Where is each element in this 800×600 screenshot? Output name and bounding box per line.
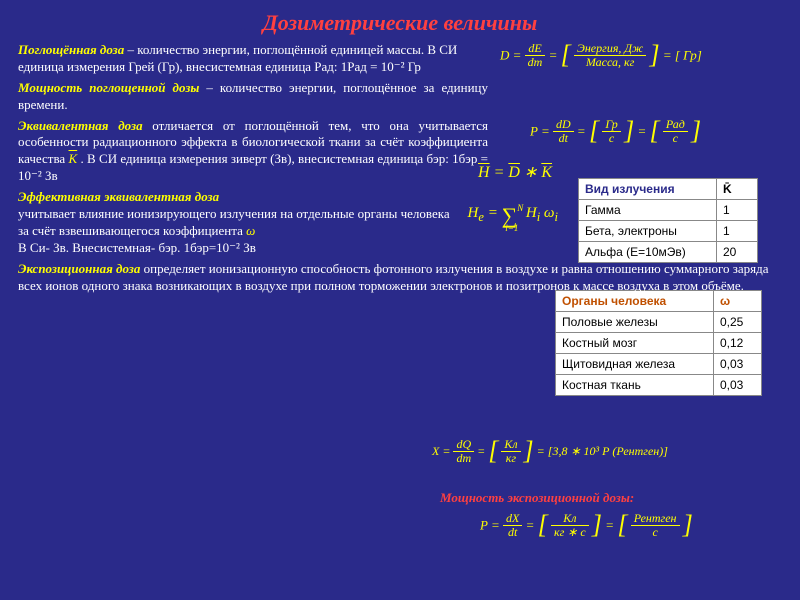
term-exposure: Экспозиционная доза [18, 261, 140, 276]
formula-exposure-dose: X = dQdm = [ Клкг ] = [3,8 ∗ 10³ Р (Рент… [432, 438, 668, 465]
text-effective: учитывает влияние ионизирующего излучени… [18, 206, 450, 238]
table-organs: Органы человекаω Половые железы0,25 Кост… [555, 290, 762, 396]
term-dose-rate: Мощность поглощенной дозы [18, 80, 199, 95]
t1-h2: K̄ [717, 179, 758, 200]
formula-equivalent-dose: H = D ∗ K [478, 162, 552, 182]
t1-r0c0: Гамма [579, 200, 717, 221]
formula-effective-dose: He = ∑Ni=1 Hi ωi [468, 189, 558, 233]
t2-r0c0: Половые железы [556, 312, 714, 333]
formula-exposure-power: P = dXdt = [ Клкг ∗ с ] = [ Рентгенс ] [480, 512, 693, 539]
t2-r2c0: Щитовидная железа [556, 354, 714, 375]
section-equivalent-dose: Эквивалентная доза отличается от поглощё… [18, 118, 488, 186]
term-absorbed: Поглощённая доза [18, 42, 124, 57]
section-dose-rate: Мощность поглощенной дозы – количество э… [18, 80, 488, 114]
t2-r2c1: 0,03 [714, 354, 762, 375]
label-exposure-power: Мощность экспозиционной дозы: [440, 490, 634, 506]
term-effective: Эффективная эквивалентная доза [18, 189, 219, 204]
t2-r3c1: 0,03 [714, 375, 762, 396]
kbar-symbol: K [69, 151, 78, 166]
table-radiation-type: Вид излученияK̄ Гамма1 Бета, электроны1 … [578, 178, 758, 263]
t1-r2c1: 20 [717, 242, 758, 263]
section-absorbed-dose: Поглощённая доза – количество энергии, п… [18, 42, 488, 76]
omega-symbol: ω [246, 223, 255, 238]
t2-r1c1: 0,12 [714, 333, 762, 354]
section-exposure-dose: Экспозиционная доза определяет ионизацио… [18, 261, 782, 295]
formula-absorbed-dose: D = dEdm = [ Энергия, ДжМасса, кг ] = [ … [500, 42, 702, 69]
section-effective-dose: Эффективная эквивалентная доза учитывает… [18, 189, 558, 257]
t1-r2c0: Альфа (E=10мЭв) [579, 242, 717, 263]
t1-h1: Вид излучения [579, 179, 717, 200]
t2-r3c0: Костная ткань [556, 375, 714, 396]
t1-r1c0: Бета, электроны [579, 221, 717, 242]
t1-r1c1: 1 [717, 221, 758, 242]
text-equivalent-post: . В СИ единица измерения зиверт (Зв), вн… [18, 151, 488, 183]
t2-r0c1: 0,25 [714, 312, 762, 333]
text-effective2: В Си- Зв. Внесистемная- бэр. 1бэр=10⁻² З… [18, 240, 256, 255]
t1-r0c1: 1 [717, 200, 758, 221]
formula-dose-rate: P = dDdt = [ Грс ] = [ Радс ] [530, 118, 701, 145]
slide-title: Дозиметрические величины [18, 10, 782, 36]
t2-r1c0: Костный мозг [556, 333, 714, 354]
exposure-power-text: Мощность экспозиционной дозы: [440, 490, 634, 505]
term-equivalent: Эквивалентная доза [18, 118, 143, 133]
